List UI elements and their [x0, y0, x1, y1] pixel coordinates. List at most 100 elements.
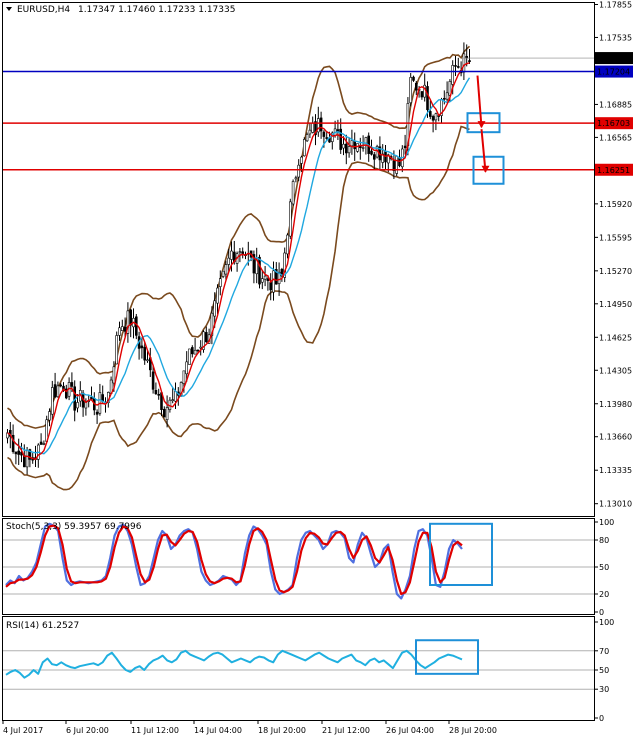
indicator-tick-label: 20: [599, 590, 609, 599]
down-arrow-2-head: [481, 165, 490, 173]
stoch-highlight-box: [429, 522, 493, 586]
candle-body: [361, 147, 365, 149]
price-tick-label: 1.15270: [599, 267, 632, 276]
time-tick-label: 26 Jul 04:00: [386, 726, 434, 735]
candle-body: [434, 113, 438, 121]
candle-body: [188, 348, 191, 365]
candle-body: [227, 257, 230, 265]
price-tick-label: 1.17535: [599, 33, 632, 42]
candle-body: [202, 331, 205, 350]
down-arrow-1-shaft: [476, 75, 483, 128]
candle-body: [468, 60, 471, 62]
candles: [6, 42, 471, 475]
indicator-tick-label: 50: [599, 666, 609, 675]
candle-body: [356, 143, 359, 152]
candle-body: [339, 128, 343, 150]
indicator-tick-label: 100: [599, 618, 614, 627]
candle-body: [112, 366, 116, 384]
stoch-axis: 100 80 50 20 0: [594, 518, 614, 617]
candle-body: [56, 385, 60, 398]
candle-body: [414, 82, 418, 91]
candle-body: [48, 411, 51, 421]
candle-body: [274, 269, 278, 285]
candle-body: [121, 326, 124, 331]
ohlc-label: 1.17347 1.17460 1.17233 1.17335: [78, 5, 235, 15]
price-tick-label: 1.13980: [599, 400, 632, 409]
candle-body: [297, 164, 301, 178]
time-axis: 4 Jul 2017 6 Jul 20:00 11 Jul 12:00 14 Jul …: [2, 720, 497, 735]
candle-body: [336, 129, 340, 132]
last-price-tag-label: 1.17335: [597, 54, 630, 63]
candle-body: [353, 140, 357, 150]
candle-body: [146, 359, 149, 362]
bollinger-lower-line: [7, 125, 470, 491]
candle-body: [59, 384, 63, 387]
candle-body: [302, 139, 306, 157]
candle-body: [25, 450, 29, 468]
candle-body: [221, 270, 225, 277]
rsi-panel-frame: [2, 616, 595, 721]
candle-body: [129, 309, 132, 326]
bollinger-bands: [7, 45, 471, 491]
horizontal-levels[interactable]: [3, 70, 594, 171]
candle-body: [11, 434, 15, 452]
candle-body: [291, 181, 295, 205]
candle-body: [196, 349, 200, 352]
annotations: [466, 75, 505, 185]
candle-body: [219, 278, 222, 287]
candle-body: [288, 201, 292, 237]
candle-body: [157, 393, 160, 396]
candle-body: [230, 250, 233, 260]
candle-body: [280, 269, 284, 277]
candle-body: [171, 399, 174, 401]
candle-body: [260, 278, 264, 283]
ma-slow-line: [7, 77, 471, 455]
chart-menu-triangle-icon[interactable]: [6, 7, 12, 11]
last-price-tag-bg: [595, 52, 633, 65]
candle-body: [370, 150, 373, 155]
rsi-line: [5, 639, 479, 679]
candle-body: [216, 287, 219, 304]
candle-body: [185, 361, 188, 375]
candle-body: [272, 270, 275, 293]
candle-body: [154, 389, 158, 395]
candle-body: [115, 335, 118, 365]
candle-body: [316, 118, 320, 133]
candle-body: [205, 332, 208, 343]
candle-body: [319, 117, 323, 132]
candle-body: [344, 143, 348, 154]
candle-body: [445, 92, 449, 100]
candle-body: [269, 282, 273, 291]
candle-body: [426, 86, 429, 111]
candle-body: [76, 402, 79, 409]
rsi-title: RSI(14) 61.2527: [6, 621, 79, 631]
candle-body: [311, 122, 315, 133]
price-tick-label: 1.15595: [599, 233, 632, 242]
target-box-1: [466, 112, 501, 134]
time-tick-label: 6 Jul 20:00: [66, 726, 109, 735]
candle-body: [442, 98, 446, 100]
candle-body: [403, 145, 407, 149]
candle-body: [118, 327, 121, 336]
indicator-series-RSI: [5, 649, 463, 679]
candle-body: [143, 346, 146, 361]
rsi-highlight-box: [415, 639, 479, 675]
price-tick-label: 1.16565: [599, 133, 632, 142]
candle-body: [431, 116, 435, 121]
candle-body: [241, 251, 244, 254]
candle-body: [350, 140, 354, 147]
candle-body: [277, 271, 281, 284]
candle-body: [213, 300, 216, 317]
moving-averages: [7, 62, 471, 461]
candle-body: [263, 275, 267, 280]
symbol-label: EURUSD,H4: [17, 5, 70, 15]
level-tag-bg: [595, 65, 633, 78]
rsi-levels: [3, 650, 594, 690]
candle-body: [14, 451, 18, 455]
time-tick-label: 4 Jul 2017: [3, 726, 43, 735]
candle-body: [462, 53, 466, 73]
rsi-axis: 100 70 50 30 0: [594, 618, 614, 723]
time-tick-label: 28 Jul 20:00: [449, 726, 497, 735]
candle-body: [305, 134, 309, 142]
